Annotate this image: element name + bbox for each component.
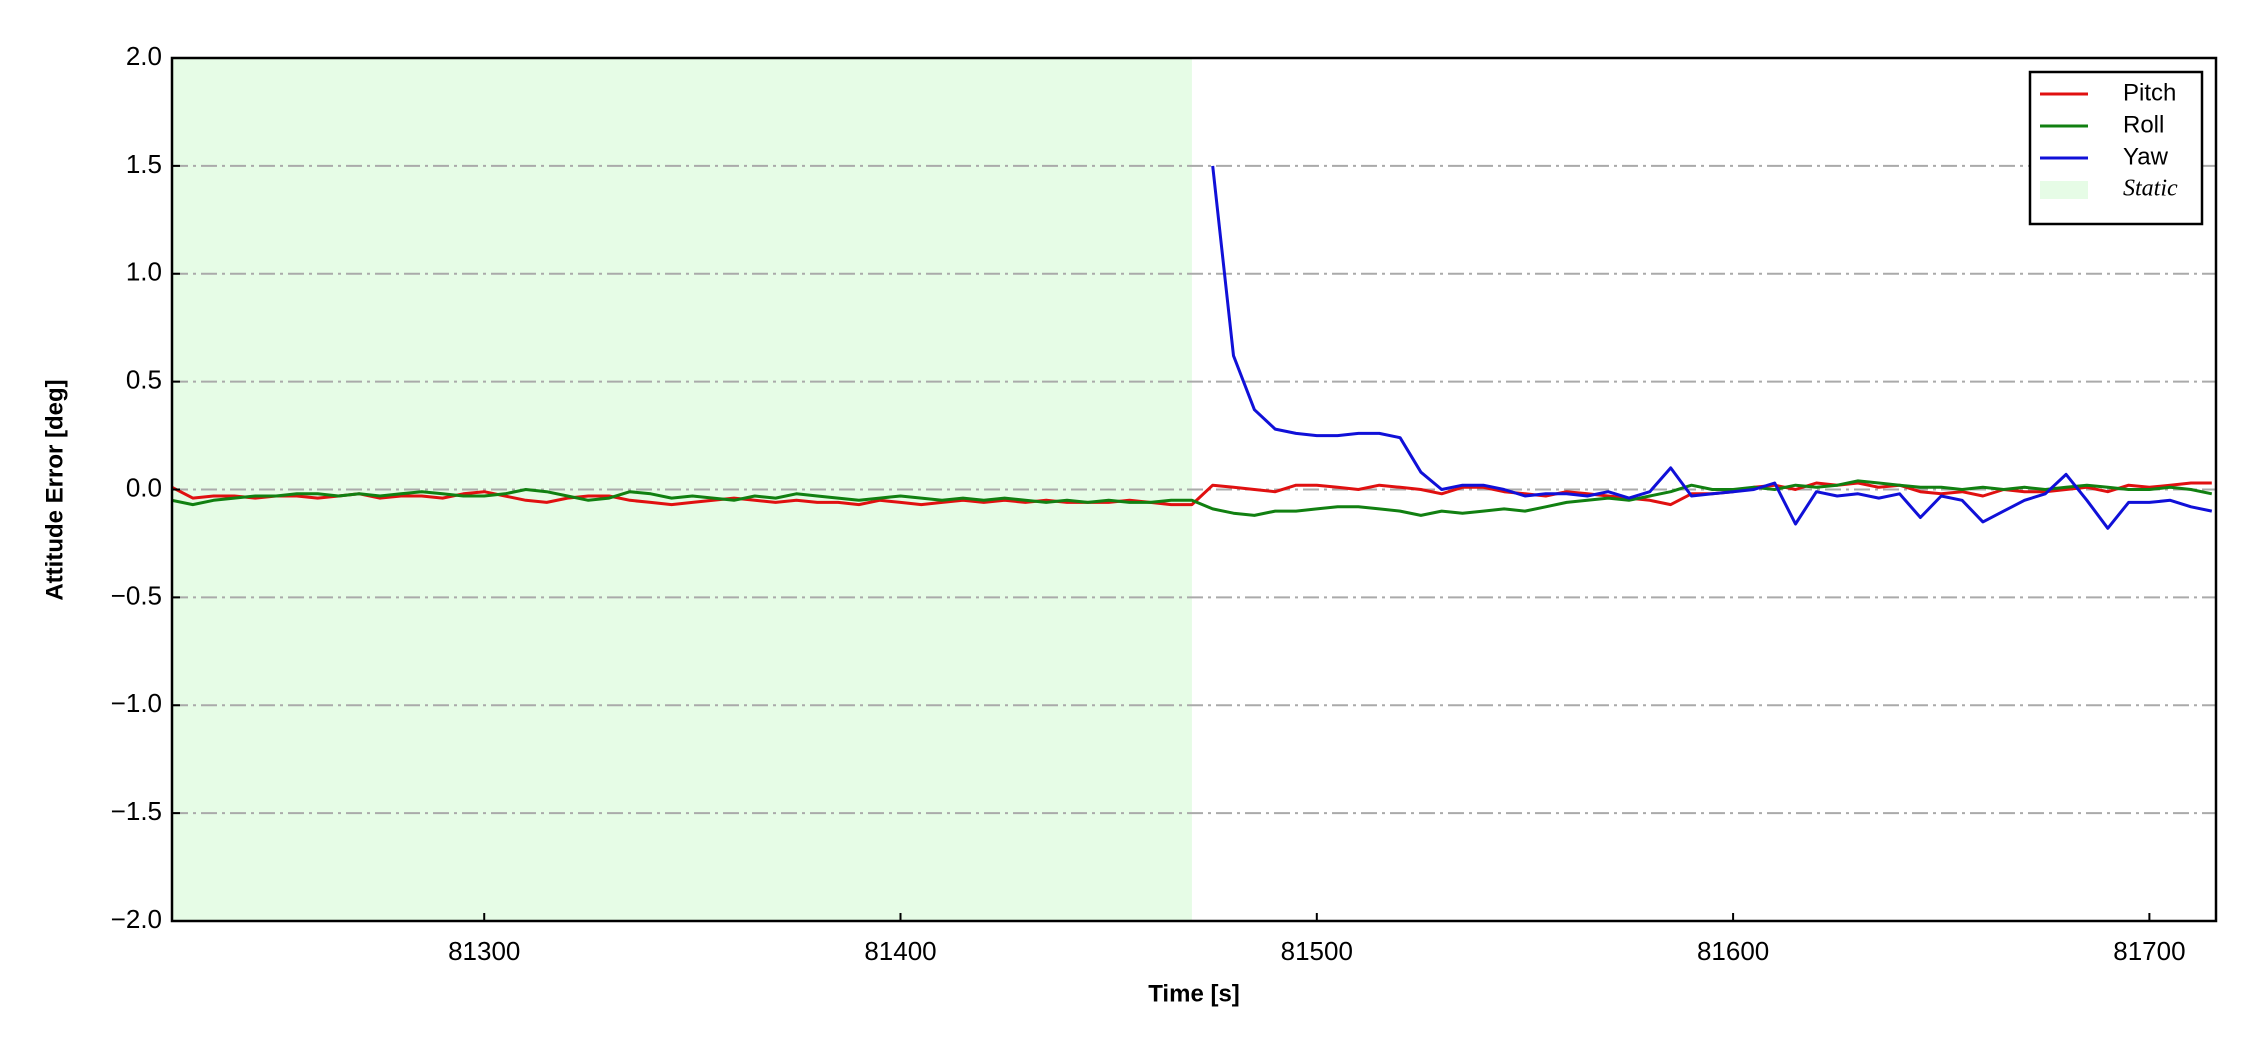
y-tick-label: 0.0	[126, 472, 162, 502]
legend-label: Roll	[2123, 111, 2164, 138]
y-tick-label: −1.0	[111, 688, 162, 718]
series-line	[172, 479, 2213, 517]
series-line	[172, 481, 2212, 507]
y-tick-label: −1.5	[111, 796, 162, 826]
x-tick-label: 81400	[864, 936, 936, 966]
legend-label: Pitch	[2123, 79, 2176, 106]
series-line	[1211, 165, 2213, 530]
y-tick-label: 0.5	[126, 365, 162, 395]
x-axis-label: Time [s]	[1148, 980, 1240, 1007]
y-tick-label: −2.0	[111, 904, 162, 934]
y-tick-label: −0.5	[111, 580, 162, 610]
x-tick-label: 81500	[1281, 936, 1353, 966]
plot-area	[172, 58, 2216, 921]
legend-label: Yaw	[2123, 143, 2169, 170]
x-tick-label: 81700	[2113, 936, 2185, 966]
y-axis-label: Attitude Error [deg]	[41, 379, 68, 600]
x-tick-label: 81300	[448, 936, 520, 966]
legend: Pitch Roll Yaw Static	[2028, 70, 2204, 226]
y-tick-label: 1.5	[126, 149, 162, 179]
legend-label: Static	[2123, 176, 2178, 202]
legend-swatch	[2040, 181, 2088, 199]
y-tick-label: 1.0	[126, 257, 162, 287]
y-tick-label: 2.0	[126, 41, 162, 71]
x-tick-label: 81600	[1697, 936, 1769, 966]
